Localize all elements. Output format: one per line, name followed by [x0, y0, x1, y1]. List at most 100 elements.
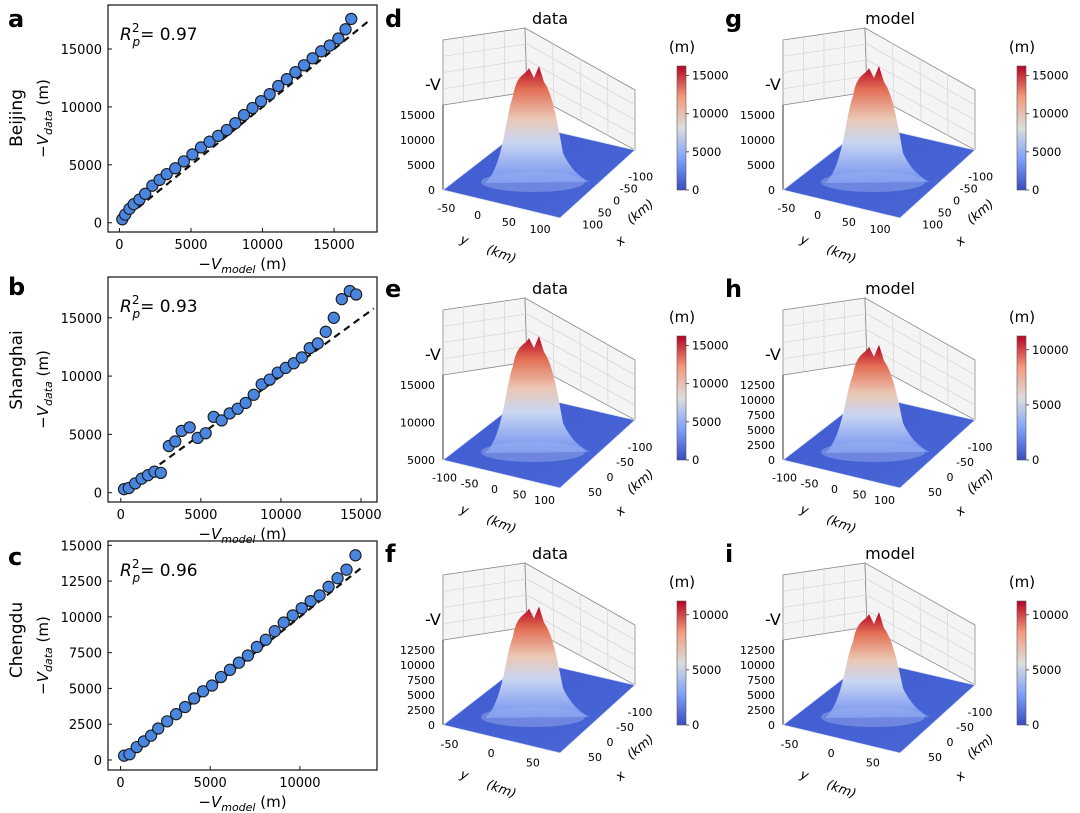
x-axis-letter: x	[952, 768, 969, 785]
z-tick-label: 5000	[747, 689, 775, 702]
x-axis-tick-label: 50	[938, 206, 952, 219]
y-label-sub: data	[42, 647, 55, 672]
wall-grid-line	[947, 609, 949, 671]
surface-peak	[825, 612, 930, 718]
colorbar-tick-label: 5000	[692, 415, 721, 429]
y-axis-tick-label: 0	[831, 483, 838, 496]
wall-grid-line	[782, 329, 868, 343]
colorbar-unit: (m)	[669, 308, 695, 326]
y-axis-tick-label: 50	[526, 756, 540, 769]
data-point	[169, 708, 183, 721]
z-axis-label: -V	[425, 75, 441, 94]
x-axis-tick-label: 100	[582, 218, 603, 231]
x-axis-letter: x	[612, 768, 629, 785]
y-axis-tick-label: 0	[814, 209, 821, 222]
colorbar-tick-label: 0	[1032, 718, 1039, 732]
x-tick-label: 15000	[340, 508, 381, 523]
y-axis-tick-label: 100	[534, 494, 555, 507]
data-point	[263, 373, 276, 386]
y-axis-tick-label: -50	[777, 202, 795, 215]
wall-grid-line	[782, 75, 868, 90]
colorbar-tick-label: 0	[692, 183, 699, 197]
y-axis-tick-label: -50	[801, 477, 819, 490]
x-axis-tick-label: 50	[598, 206, 612, 219]
wall-grid-line	[442, 43, 528, 57]
x-axis-letter: x	[952, 233, 969, 250]
colorbar-tick-label: 15000	[692, 339, 729, 353]
data-point	[169, 162, 182, 175]
data-point	[229, 116, 242, 130]
panel-letter: d	[385, 5, 402, 33]
surface-peak	[485, 606, 590, 718]
colorbar-tick-label: 10000	[1032, 343, 1069, 357]
data-point	[259, 633, 272, 646]
colorbar-tick-label: 10000	[692, 608, 729, 622]
y-axis-tick-label: 100	[874, 494, 895, 507]
y-axis-tick-label: -50	[441, 738, 459, 751]
wall-grid-line	[442, 59, 528, 73]
wall-grid-line	[526, 59, 636, 121]
z-tick-label: 15000	[400, 109, 435, 122]
surface-base-glow	[821, 172, 925, 192]
x-axis-tick-label: -100	[628, 441, 653, 454]
surface-panel-i: i model-V02500500075001000012500-50050y(k…	[725, 540, 1069, 802]
y-axis-unit: (km)	[484, 777, 518, 801]
wall-grid-line	[782, 345, 868, 360]
data-point	[340, 563, 353, 576]
data-point	[323, 39, 336, 52]
data-point	[212, 129, 225, 143]
y-axis-label: −Vdata (m)	[34, 79, 55, 158]
y-tick-label: 10000	[61, 370, 102, 385]
x-axis-tick-label: -100	[968, 441, 993, 454]
data-point	[289, 66, 302, 79]
y-tick-label: 15000	[61, 539, 102, 554]
colorbar-tick-label: 5000	[692, 145, 721, 159]
data-point	[315, 45, 328, 58]
surface-panels: d data-V050001000015000-50050100y(km)-100…	[385, 5, 1069, 802]
axes-frame	[107, 4, 378, 233]
z-tick-label: 5000	[407, 159, 435, 172]
y-tick-label: 15000	[61, 312, 102, 327]
x-axis-unit: (km)	[624, 197, 657, 228]
wall-grid-line	[782, 610, 868, 625]
data-point	[350, 288, 363, 301]
r2-sup: 2	[132, 21, 140, 35]
colorbar-tick-label: 10000	[692, 377, 729, 391]
colorbar-tick-label: 5000	[1032, 398, 1061, 412]
x-axis-unit: (km)	[964, 467, 997, 498]
x-axis-label: −Vmodel (m)	[198, 525, 286, 546]
y-axis-tick-label: 0	[474, 209, 481, 222]
data-point	[123, 748, 136, 761]
z-tick-label: 7500	[407, 674, 435, 687]
r2-eq: =	[140, 561, 160, 581]
x-tick-label: 15000	[313, 238, 354, 253]
x-axis-tick-label: 0	[613, 194, 620, 207]
x-label-unit: (m)	[256, 793, 287, 811]
y-tick-label: 5000	[69, 159, 102, 174]
y-tick-label: 0	[94, 217, 102, 232]
colorbar-tick-label: 0	[692, 718, 699, 732]
data-point	[319, 325, 332, 338]
colorbar-tick-label: 15000	[692, 69, 729, 83]
wall-grid-line	[442, 578, 528, 592]
surface-base-glow	[821, 442, 925, 462]
colorbar-unit: (m)	[1009, 308, 1035, 326]
data-point	[215, 414, 228, 427]
y-axis-tick-label: 100	[530, 223, 551, 236]
data-point	[232, 656, 246, 669]
x-tick-label: 0	[116, 776, 124, 791]
colorbar-unit: (m)	[1009, 38, 1035, 56]
colorbar	[1016, 335, 1027, 461]
x-label-unit: (m)	[256, 255, 287, 273]
x-axis-tick-label: 50	[928, 486, 942, 499]
z-tick-label: 5000	[747, 159, 775, 172]
surface-base-glow	[821, 707, 925, 727]
data-point	[268, 625, 281, 638]
data-point	[297, 59, 311, 72]
data-point	[339, 23, 352, 36]
y-axis-unit: (km)	[824, 777, 858, 801]
x-tick-label: 0	[115, 238, 123, 253]
y-label-main: −V	[34, 404, 52, 429]
r2-sup: 2	[132, 293, 140, 307]
surface-peak	[485, 66, 590, 183]
